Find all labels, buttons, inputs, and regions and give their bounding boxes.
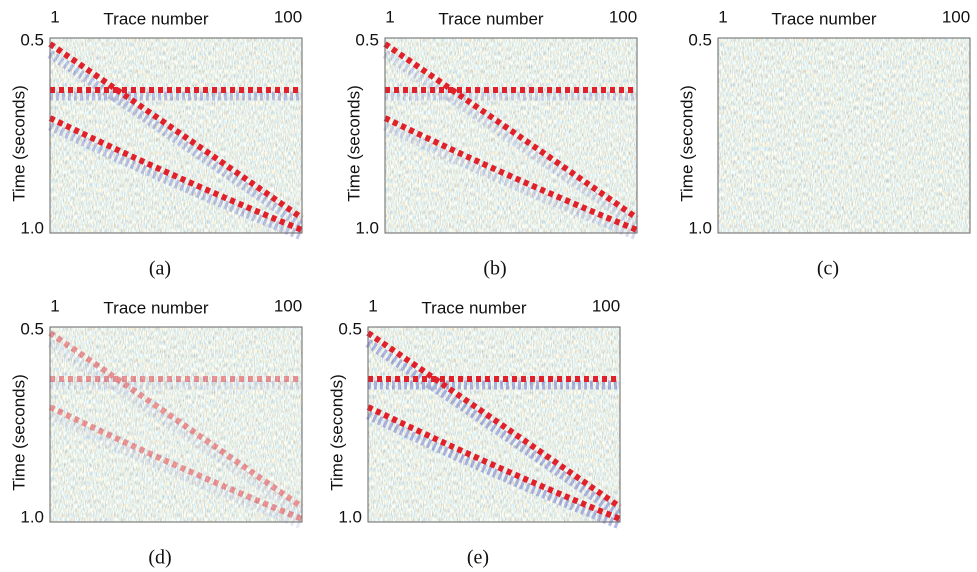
panel-caption: (d) <box>148 547 171 569</box>
x-tick-label: 1 <box>368 296 377 315</box>
x-tick-label: 1 <box>50 296 59 315</box>
y-tick-label: 1.0 <box>688 218 712 237</box>
x-axis-label: Trace number <box>771 9 877 28</box>
y-tick-label: 1.0 <box>20 507 44 526</box>
plot-frame <box>49 326 303 523</box>
y-tick-label: 0.5 <box>20 30 44 49</box>
x-axis-label: Trace number <box>103 298 209 317</box>
seismic-image <box>718 38 970 233</box>
y-tick-label: 0.5 <box>688 30 712 49</box>
x-tick-label: 1 <box>50 7 59 26</box>
x-axis-label: Trace number <box>438 9 544 28</box>
y-axis-label: Time (seconds) <box>9 85 28 202</box>
x-tick-label: 100 <box>942 7 970 26</box>
x-tick-label: 100 <box>592 296 620 315</box>
y-tick-label: 0.5 <box>355 30 379 49</box>
panel: Trace number 1 100 0.5 1.0 Time (seconds) (e) <box>327 296 621 569</box>
y-tick-label: 0.5 <box>20 319 44 338</box>
x-tick-label: 100 <box>274 7 302 26</box>
plot-frame <box>367 326 621 523</box>
x-axis-label: Trace number <box>103 9 209 28</box>
y-axis-label: Time (seconds) <box>9 374 28 491</box>
y-axis-label: Time (seconds) <box>327 374 346 491</box>
y-axis-label: Time (seconds) <box>677 85 696 202</box>
panel-caption: (c) <box>817 258 839 280</box>
panel: Trace number 1 100 0.5 1.0 Time (seconds) (c) <box>677 7 971 280</box>
x-tick-label: 1 <box>385 7 394 26</box>
panel-caption: (a) <box>149 258 171 280</box>
x-tick-label: 100 <box>274 296 302 315</box>
panel-caption: (b) <box>483 258 506 280</box>
plot-frame <box>49 37 303 234</box>
panel-caption: (e) <box>467 547 489 569</box>
plot-frame <box>384 37 638 234</box>
y-tick-label: 1.0 <box>355 218 379 237</box>
plot-frame <box>717 37 971 234</box>
x-tick-label: 1 <box>718 7 727 26</box>
y-tick-label: 1.0 <box>338 507 362 526</box>
y-tick-label: 0.5 <box>338 319 362 338</box>
x-tick-label: 100 <box>609 7 637 26</box>
panel: Trace number 1 100 0.5 1.0 Time (seconds) (b) <box>344 7 638 280</box>
y-tick-label: 1.0 <box>20 218 44 237</box>
panel: Trace number 1 100 0.5 1.0 Time (seconds) (d) <box>9 296 303 569</box>
panel: Trace number 1 100 0.5 1.0 Time (seconds) (a) <box>9 7 303 280</box>
x-axis-label: Trace number <box>421 298 527 317</box>
y-axis-label: Time (seconds) <box>344 85 363 202</box>
